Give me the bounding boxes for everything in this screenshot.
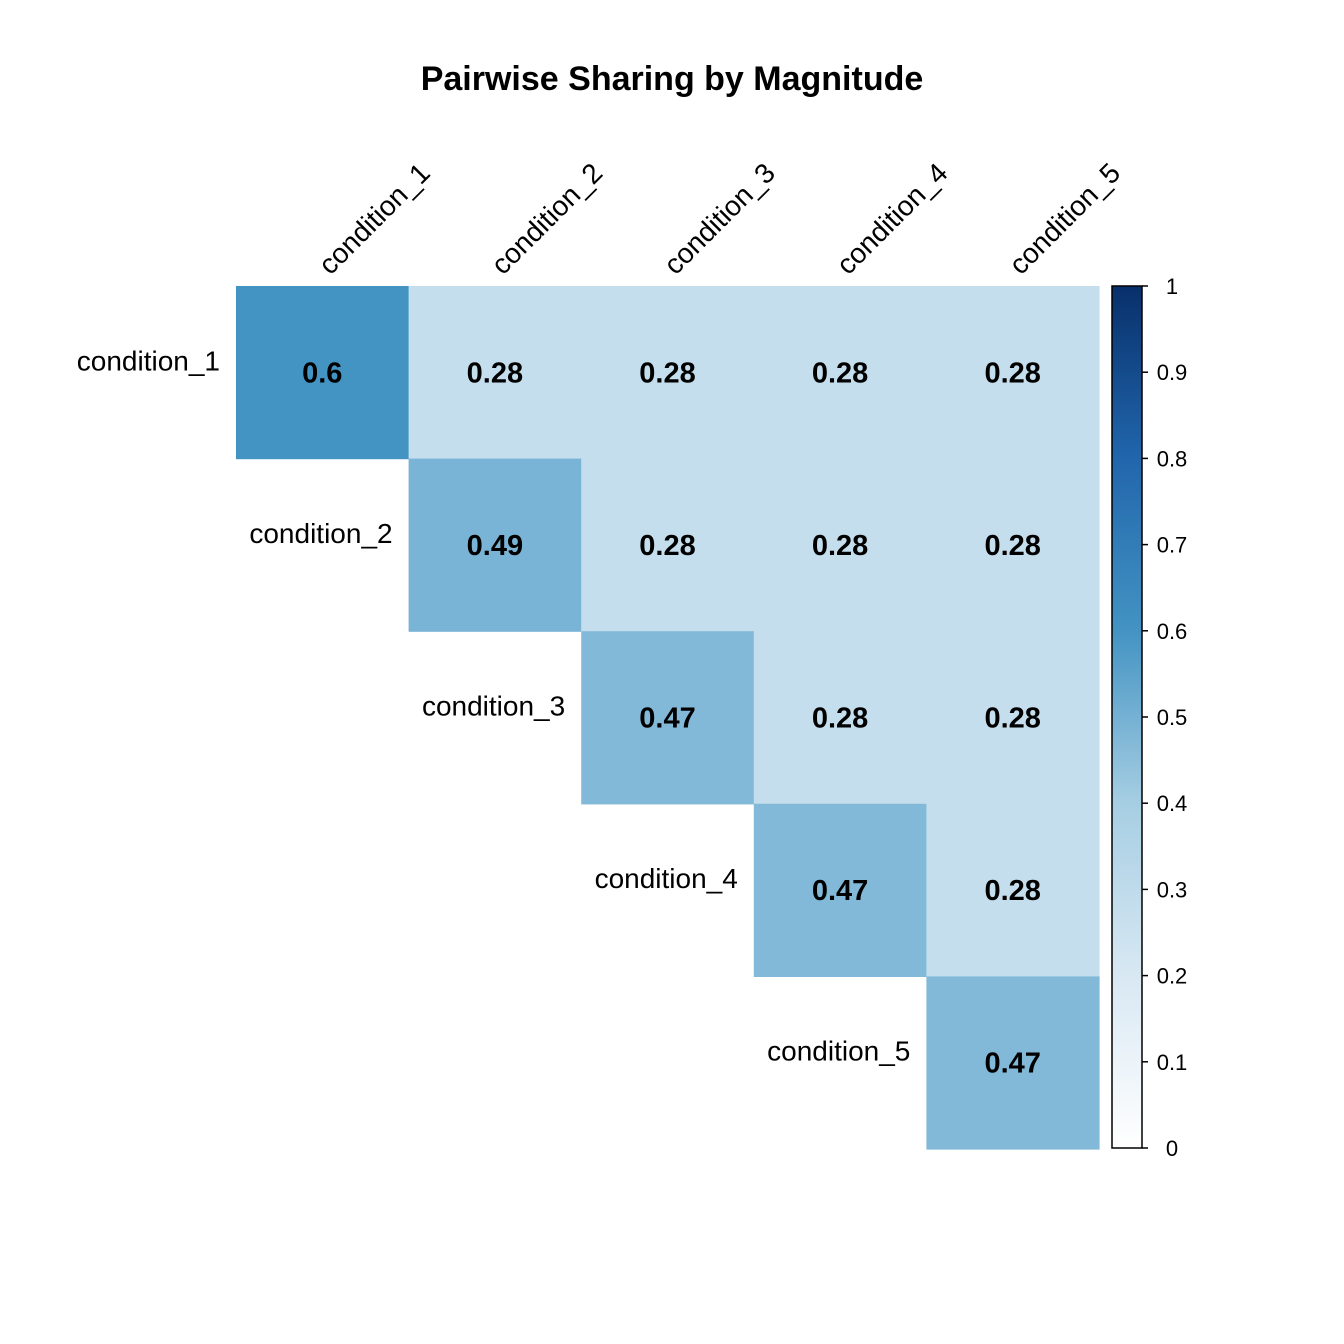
cell-value-label: 0.47: [812, 875, 868, 907]
row-label-3: condition_3: [422, 691, 565, 722]
colorbar-tick-label: 0.9: [1157, 360, 1188, 385]
cell-value-label: 0.28: [812, 530, 868, 562]
heatmap-cell-r2-c4: [753, 458, 927, 632]
column-labels: condition_1 condition_2 condition_3 conditi…: [313, 157, 1127, 280]
heatmap-cell-r3-c4: [753, 631, 927, 805]
heatmap-cell-r1-c2: [408, 286, 582, 460]
cell-value-label: 0.47: [639, 703, 695, 735]
column-label-1: condition_1: [313, 157, 436, 280]
row-label-1: condition_1: [77, 345, 220, 376]
heatmap-cell-r2-c5: [926, 458, 1100, 632]
heatmap-cell-r1-c1: [236, 286, 410, 460]
heatmap-cell-r1-c5: [926, 286, 1100, 460]
cell-value-label: 0.28: [812, 357, 868, 389]
colorbar-tick-label: 0.6: [1157, 619, 1188, 644]
cell-value-label: 0.28: [467, 357, 523, 389]
cell-value-label: 0.28: [812, 703, 868, 735]
column-label-2: condition_2: [485, 157, 608, 280]
cell-value-label: 0.28: [984, 530, 1040, 562]
heatmap-cell-r1-c4: [753, 286, 927, 460]
cell-value-label: 0.49: [467, 530, 523, 562]
colorbar-gradient: [1111, 285, 1143, 1149]
colorbar-tick-label: 0.5: [1157, 705, 1188, 730]
column-label-4: condition_4: [830, 157, 953, 280]
colorbar-tick-label: 0.4: [1157, 791, 1188, 816]
column-label-3: condition_3: [658, 157, 781, 280]
heatmap-cell-r4-c4: [753, 803, 927, 977]
heatmap-cells: 0.6 0.28 0.28 0.28 0.28 0.49 0.28 0.28 0.28 0.47 0…: [236, 286, 1100, 1150]
heatmap-cell-r1-c3: [581, 286, 755, 460]
cell-value-label: 0.28: [984, 875, 1040, 907]
colorbar-tick-label: 0: [1166, 1136, 1178, 1161]
colorbar-tick-label: 0.2: [1157, 964, 1188, 989]
row-label-2: condition_2: [249, 518, 392, 549]
row-label-5: condition_5: [767, 1036, 910, 1067]
heatmap-cell-r2-c2: [408, 458, 582, 632]
colorbar-tick-label: 0.1: [1157, 1050, 1188, 1075]
row-label-4: condition_4: [595, 863, 738, 894]
row-labels: condition_1 condition_2 condition_3conditi…: [77, 345, 911, 1066]
cell-value-label: 0.28: [984, 703, 1040, 735]
heatmap-cell-r3-c5: [926, 631, 1100, 805]
colorbar-tick-label: 1: [1166, 274, 1178, 299]
colorbar-tick-label: 0.3: [1157, 877, 1188, 902]
colorbar-tick-label: 0.7: [1157, 533, 1188, 558]
chart-title: Pairwise Sharing by Magnitude: [421, 60, 924, 98]
heatmap-cell-r3-c3: [581, 631, 755, 805]
cell-value-label: 0.28: [639, 530, 695, 562]
cell-value-label: 0.47: [984, 1048, 1040, 1080]
cell-value-label: 0.6: [302, 357, 342, 389]
colorbar-tick-label: 0.8: [1157, 446, 1188, 471]
cell-value-label: 0.28: [639, 357, 695, 389]
heatmap-cell-r4-c5: [926, 803, 1100, 977]
heatmap-cell-r5-c5: [926, 976, 1100, 1150]
colorbar: 0 0.1 0.2 0.3 0.4 0.5 0.6 0.7 0.8 0.9 1: [1111, 274, 1188, 1161]
column-label-5: condition_5: [1003, 157, 1126, 280]
heatmap-cell-r2-c3: [581, 458, 755, 632]
cell-value-label: 0.28: [984, 357, 1040, 389]
